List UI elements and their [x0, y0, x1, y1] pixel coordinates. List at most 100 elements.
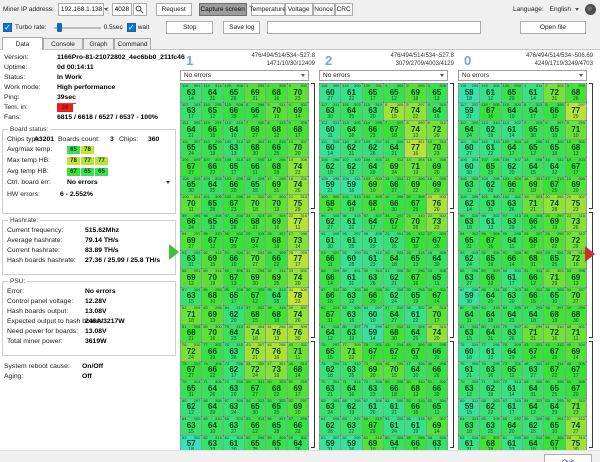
ip-address-select[interactable]: 192.168.1.138: [57, 2, 109, 16]
nonce-button[interactable]: Nonce: [312, 2, 335, 16]
chip-temp-value: 64: [208, 87, 217, 97]
chip-aux-value: 312: [439, 120, 446, 125]
language-select[interactable]: English: [550, 6, 579, 13]
capture-screen-button[interactable]: Capture screen: [198, 2, 247, 16]
chip-index: 37: [523, 305, 529, 310]
chip-cell: 101 306 65 28: [201, 194, 224, 214]
moon-icon[interactable]: [585, 3, 596, 15]
chip-index: 113: [203, 120, 210, 125]
chip-cell: 103 295 66 20: [222, 175, 245, 195]
chip-cell: 120 306 65 26: [222, 83, 245, 103]
slider-thumb[interactable]: [56, 22, 62, 32]
chip-cell-header: 38 302: [406, 306, 425, 310]
chip-index: 39: [288, 305, 294, 310]
chip-sub-value: 24: [530, 354, 536, 361]
chip-aux-value: 296: [278, 324, 286, 329]
chip-aux-value: 300: [396, 398, 404, 403]
chip-cell: 8 299 74 13: [404, 120, 427, 140]
board-error-select[interactable]: No errors: [319, 70, 448, 81]
chip-temp-value: 69: [368, 365, 378, 374]
chip-sub-value: 17: [231, 169, 237, 176]
request-button[interactable]: Request: [155, 2, 192, 16]
chip-temp-value: 60: [325, 143, 335, 152]
crc-button[interactable]: CRC: [334, 2, 353, 16]
field-label: Boards count:: [58, 136, 100, 143]
chip-aux-value: 308: [214, 213, 222, 218]
info-row: Hash boards output: 13.08V: [3, 307, 175, 317]
chip-cell: 102 311 63 26: [500, 194, 523, 214]
chip-cell-header: 65 310: [203, 417, 222, 421]
tab-graph[interactable]: Graph: [83, 38, 114, 50]
turbo-rate-checkbox[interactable]: ✓: [3, 22, 12, 32]
chip-aux-value: 306: [439, 250, 446, 255]
chip-cell: 28 306 64 30: [425, 249, 449, 269]
chip-index: 63: [321, 435, 326, 440]
chip-cell-header: 85 308: [224, 288, 243, 292]
field-value: 39sec: [57, 93, 76, 104]
temp-in-badge: 36: [57, 104, 73, 112]
chip-cell: 77 302 66 19: [201, 342, 224, 362]
chip-temp-value: 63: [186, 420, 196, 430]
chip-temp-value: 62: [389, 235, 399, 245]
chip-index: 87: [460, 287, 465, 292]
open-file-button[interactable]: Open file: [520, 20, 586, 34]
chip-cell: 55 309 62 15: [521, 416, 545, 436]
chip-cell: 112 305 64 21: [179, 120, 203, 140]
chip-sub-value: 11: [295, 225, 301, 231]
chip-temp-value: 67: [229, 235, 239, 245]
chip-aux-value: 295: [471, 83, 479, 88]
chip-aux-value: 309: [353, 342, 361, 347]
search-button[interactable]: [132, 2, 147, 16]
chip-cell-header: 66 297: [502, 417, 521, 421]
wait-checkbox[interactable]: ✓: [126, 22, 136, 32]
chip-aux-value: 304: [236, 250, 243, 255]
chip-cell-header: 35 313: [267, 288, 286, 292]
chip-index: 47: [267, 361, 272, 366]
tab-data[interactable]: Data: [2, 37, 43, 50]
chip-cell-header: 23 304: [267, 214, 286, 218]
chip-cell: 75 306 61 21: [457, 360, 481, 380]
chip-aux-value: 303: [214, 176, 222, 181]
stop-button[interactable]: Stop: [166, 20, 214, 34]
voltage-button[interactable]: Voltage: [284, 2, 313, 16]
chip-cell-header: 23 297: [545, 213, 564, 218]
tab-console[interactable]: Console: [43, 38, 83, 50]
chip-index: 11: [545, 139, 550, 144]
log-input[interactable]: [267, 20, 482, 34]
chip-index: 86: [203, 287, 208, 292]
quit-button[interactable]: Quit: [544, 454, 592, 462]
save-log-button[interactable]: Save log: [223, 20, 261, 34]
info-row: Current frequency: 515.62Mhz: [3, 226, 175, 236]
tab-command[interactable]: Command: [114, 38, 151, 50]
port-input[interactable]: [111, 2, 132, 16]
temperature-button[interactable]: Temperature: [249, 2, 286, 16]
chip-cell: 92 312 69 15: [201, 249, 224, 269]
chip-index: 64: [321, 416, 326, 421]
chip-temp-value: 66: [208, 346, 217, 356]
chip-index: 38: [545, 305, 550, 310]
chip-sub-value: 29: [231, 114, 237, 120]
chip-cell-header: 58 314: [566, 436, 585, 440]
chip-cell-header: 9 305: [288, 121, 307, 125]
chip-aux-value: 310: [236, 120, 243, 125]
chip-aux-value: 298: [514, 250, 521, 255]
chip-aux-value: 297: [556, 213, 564, 218]
chip-index: 11: [406, 139, 411, 144]
interval-slider[interactable]: [53, 21, 101, 34]
board-error-select[interactable]: No errors: [180, 70, 309, 81]
chip-cell-header: 96 302: [224, 232, 243, 236]
ctrl-board-err-select[interactable]: Ctrl. board err: No errors: [3, 178, 175, 190]
chip-cell-header: 87 298: [460, 287, 479, 292]
chip-aux-value: 302: [300, 102, 307, 107]
board-error-select[interactable]: No errors: [458, 70, 587, 81]
chip-index: 18: [245, 176, 251, 181]
chip-index: 32: [406, 268, 411, 273]
chip-index: 60: [523, 435, 529, 440]
chip-sub-value: 23: [231, 206, 237, 213]
chip-cell: 48 303 63 27: [521, 360, 545, 380]
chip-cell-header: 84 310: [224, 306, 243, 310]
chip-cell-header: 6 298: [246, 103, 265, 107]
chip-cell-header: 93 299: [182, 251, 201, 255]
chip-cell: 55 315 66 12: [243, 416, 267, 436]
chip-cell: 76 297 65 15: [318, 342, 342, 362]
